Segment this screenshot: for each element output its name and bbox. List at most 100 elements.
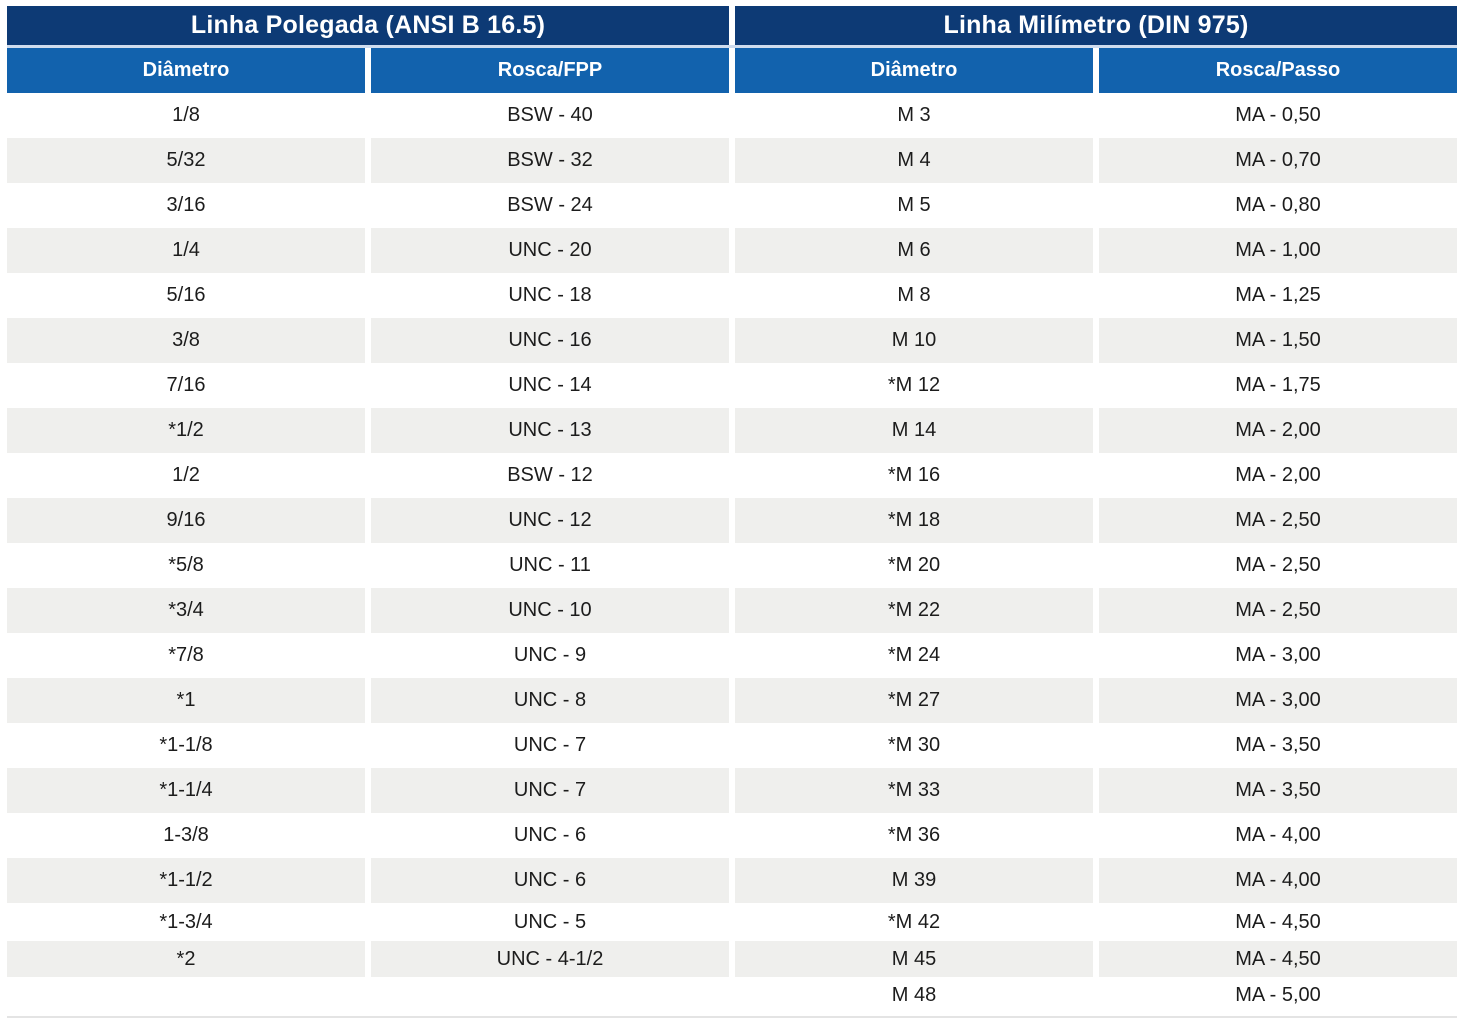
cell-metric-diameter: *M 24 xyxy=(735,633,1093,678)
cell-metric-thread: MA - 1,25 xyxy=(1099,273,1457,318)
table-row: 5/32 BSW - 32 M 4 MA - 0,70 xyxy=(7,138,1457,183)
table-row: 7/16 UNC - 14 *M 12 MA - 1,75 xyxy=(7,363,1457,408)
cell-inch-thread: UNC - 9 xyxy=(371,633,729,678)
cell-inch-diameter: *3/4 xyxy=(7,588,365,633)
cell-inch-thread: UNC - 7 xyxy=(371,768,729,813)
cell-inch-thread: UNC - 11 xyxy=(371,543,729,588)
table-row: *5/8 UNC - 11 *M 20 MA - 2,50 xyxy=(7,543,1457,588)
cell-metric-thread: MA - 4,50 xyxy=(1099,903,1457,941)
cell-inch-diameter: 1/8 xyxy=(7,93,365,138)
cell-metric-diameter: *M 42 xyxy=(735,903,1093,941)
cell-inch-thread: BSW - 32 xyxy=(371,138,729,183)
table-row: 3/8 UNC - 16 M 10 MA - 1,50 xyxy=(7,318,1457,363)
cell-metric-thread: MA - 2,00 xyxy=(1099,453,1457,498)
cell-inch-thread: UNC - 8 xyxy=(371,678,729,723)
cell-inch-thread xyxy=(371,977,729,1013)
table-row: *3/4 UNC - 10 *M 22 MA - 2,50 xyxy=(7,588,1457,633)
cell-inch-thread: BSW - 12 xyxy=(371,453,729,498)
cell-inch-diameter: *1/2 xyxy=(7,408,365,453)
cell-metric-diameter: *M 36 xyxy=(735,813,1093,858)
table-row: 5/16 UNC - 18 M 8 MA - 1,25 xyxy=(7,273,1457,318)
cell-inch-diameter: 1-3/8 xyxy=(7,813,365,858)
table-body: 1/8 BSW - 40 M 3 MA - 0,50 5/32 BSW - 32 M 4 MA… xyxy=(7,93,1457,1013)
cell-metric-diameter: M 3 xyxy=(735,93,1093,138)
table-row: *2 UNC - 4-1/2 M 45 MA - 4,50 xyxy=(7,941,1457,977)
cell-inch-diameter: 5/16 xyxy=(7,273,365,318)
cell-metric-thread: MA - 2,50 xyxy=(1099,543,1457,588)
cell-metric-thread: MA - 0,70 xyxy=(1099,138,1457,183)
table-row: *1-3/4 UNC - 5 *M 42 MA - 4,50 xyxy=(7,903,1457,941)
table-row: 9/16 UNC - 12 *M 18 MA - 2,50 xyxy=(7,498,1457,543)
cell-inch-diameter: 1/2 xyxy=(7,453,365,498)
table-row: *1/2 UNC - 13 M 14 MA - 2,00 xyxy=(7,408,1457,453)
cell-metric-thread: MA - 2,00 xyxy=(1099,408,1457,453)
table-bottom-border xyxy=(7,1016,1457,1018)
table-row: *1-1/8 UNC - 7 *M 30 MA - 3,50 xyxy=(7,723,1457,768)
cell-inch-thread: BSW - 40 xyxy=(371,93,729,138)
cell-inch-thread: UNC - 14 xyxy=(371,363,729,408)
cell-inch-thread: UNC - 20 xyxy=(371,228,729,273)
cell-metric-diameter: M 48 xyxy=(735,977,1093,1013)
cell-inch-thread: UNC - 5 xyxy=(371,903,729,941)
table-row: M 48 MA - 5,00 xyxy=(7,977,1457,1013)
cell-inch-diameter: 3/16 xyxy=(7,183,365,228)
cell-inch-diameter: 7/16 xyxy=(7,363,365,408)
cell-inch-diameter: *7/8 xyxy=(7,633,365,678)
cell-metric-diameter: *M 22 xyxy=(735,588,1093,633)
cell-metric-diameter: *M 30 xyxy=(735,723,1093,768)
cell-inch-thread: UNC - 10 xyxy=(371,588,729,633)
table-row: 3/16 BSW - 24 M 5 MA - 0,80 xyxy=(7,183,1457,228)
column-header-metric-diameter: Diâmetro xyxy=(735,48,1093,93)
cell-metric-diameter: M 5 xyxy=(735,183,1093,228)
column-header-inch-diameter: Diâmetro xyxy=(7,48,365,93)
table-row: 1/2 BSW - 12 *M 16 MA - 2,00 xyxy=(7,453,1457,498)
cell-inch-thread: BSW - 24 xyxy=(371,183,729,228)
cell-metric-diameter: M 10 xyxy=(735,318,1093,363)
column-header-metric-thread: Rosca/Passo xyxy=(1099,48,1457,93)
cell-inch-thread: UNC - 7 xyxy=(371,723,729,768)
cell-metric-diameter: *M 12 xyxy=(735,363,1093,408)
cell-inch-diameter: *1 xyxy=(7,678,365,723)
cell-inch-diameter: *1-1/2 xyxy=(7,858,365,903)
cell-inch-diameter xyxy=(7,977,365,1013)
cell-inch-diameter: 9/16 xyxy=(7,498,365,543)
cell-inch-thread: UNC - 16 xyxy=(371,318,729,363)
cell-inch-thread: UNC - 12 xyxy=(371,498,729,543)
band-separator xyxy=(7,45,1457,48)
cell-metric-thread: MA - 3,50 xyxy=(1099,723,1457,768)
cell-inch-diameter: *1-3/4 xyxy=(7,903,365,941)
cell-metric-diameter: *M 33 xyxy=(735,768,1093,813)
cell-metric-diameter: M 39 xyxy=(735,858,1093,903)
cell-inch-diameter: *1-1/8 xyxy=(7,723,365,768)
cell-inch-diameter: 3/8 xyxy=(7,318,365,363)
cell-metric-thread: MA - 0,50 xyxy=(1099,93,1457,138)
cell-inch-diameter: *2 xyxy=(7,941,365,977)
cell-metric-diameter: *M 27 xyxy=(735,678,1093,723)
cell-metric-diameter: *M 18 xyxy=(735,498,1093,543)
cell-metric-thread: MA - 3,50 xyxy=(1099,768,1457,813)
column-header-inch-thread: Rosca/FPP xyxy=(371,48,729,93)
cell-metric-diameter: M 6 xyxy=(735,228,1093,273)
cell-metric-diameter: M 8 xyxy=(735,273,1093,318)
table-row: *7/8 UNC - 9 *M 24 MA - 3,00 xyxy=(7,633,1457,678)
cell-inch-thread: UNC - 6 xyxy=(371,813,729,858)
section-title-metric: Linha Milímetro (DIN 975) xyxy=(735,6,1457,45)
section-title-inch: Linha Polegada (ANSI B 16.5) xyxy=(7,6,729,45)
cell-metric-thread: MA - 2,50 xyxy=(1099,588,1457,633)
cell-metric-thread: MA - 4,50 xyxy=(1099,941,1457,977)
table-row: 1/8 BSW - 40 M 3 MA - 0,50 xyxy=(7,93,1457,138)
cell-metric-thread: MA - 1,50 xyxy=(1099,318,1457,363)
cell-inch-diameter: *1-1/4 xyxy=(7,768,365,813)
cell-inch-thread: UNC - 18 xyxy=(371,273,729,318)
cell-metric-thread: MA - 4,00 xyxy=(1099,813,1457,858)
cell-metric-diameter: *M 20 xyxy=(735,543,1093,588)
cell-inch-thread: UNC - 13 xyxy=(371,408,729,453)
cell-metric-thread: MA - 1,75 xyxy=(1099,363,1457,408)
table-row: *1-1/4 UNC - 7 *M 33 MA - 3,50 xyxy=(7,768,1457,813)
cell-inch-diameter: 1/4 xyxy=(7,228,365,273)
cell-metric-diameter: *M 16 xyxy=(735,453,1093,498)
cell-metric-thread: MA - 3,00 xyxy=(1099,678,1457,723)
table-row: 1/4 UNC - 20 M 6 MA - 1,00 xyxy=(7,228,1457,273)
